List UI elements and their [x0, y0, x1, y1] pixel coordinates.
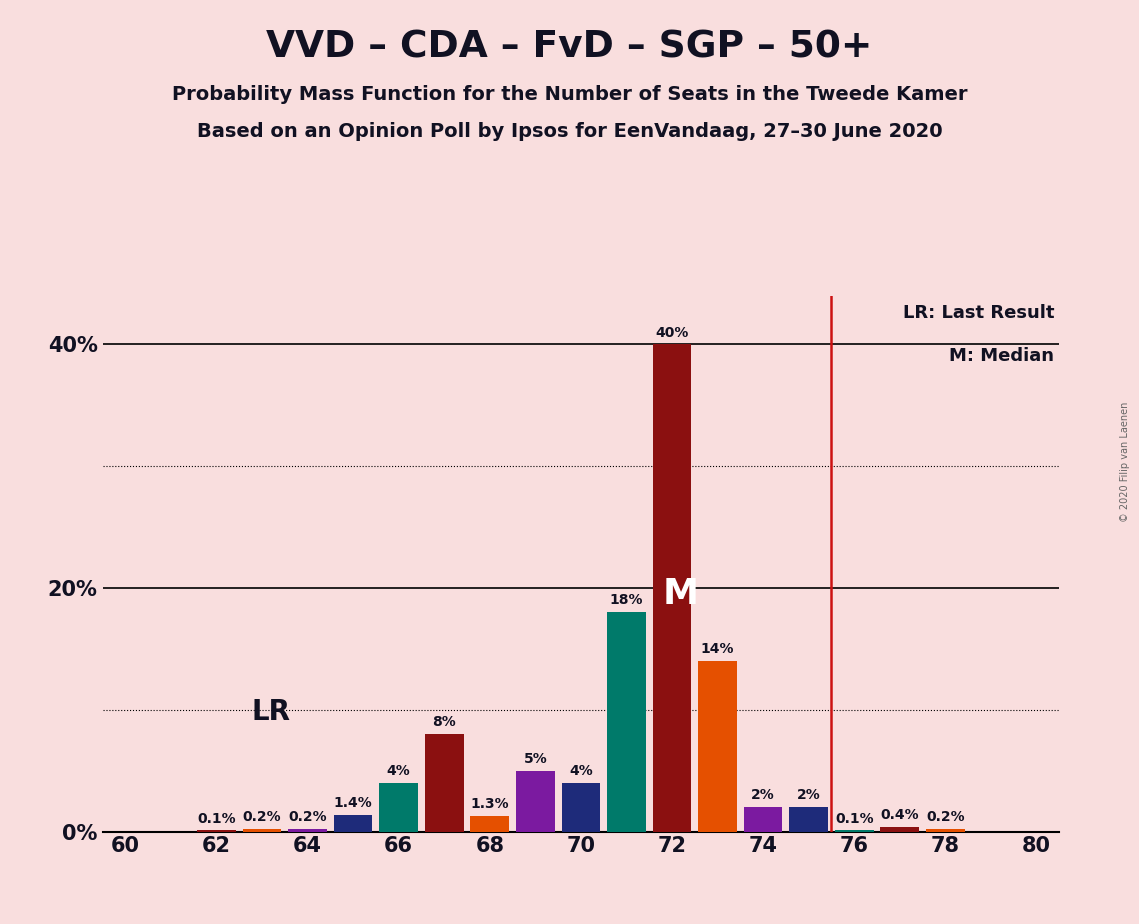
- Text: LR: Last Result: LR: Last Result: [903, 304, 1055, 322]
- Text: M: M: [663, 578, 699, 611]
- Bar: [607, 613, 646, 832]
- Bar: [197, 831, 236, 832]
- Bar: [470, 816, 509, 832]
- Text: 5%: 5%: [524, 752, 547, 766]
- Bar: [926, 829, 965, 832]
- Text: M: Median: M: Median: [950, 346, 1055, 365]
- Text: 14%: 14%: [700, 642, 735, 656]
- Bar: [744, 808, 782, 832]
- Text: 0.2%: 0.2%: [926, 810, 965, 824]
- Text: 40%: 40%: [655, 325, 689, 339]
- Text: Probability Mass Function for the Number of Seats in the Tweede Kamer: Probability Mass Function for the Number…: [172, 85, 967, 104]
- Text: 4%: 4%: [570, 764, 592, 778]
- Bar: [698, 661, 737, 832]
- Text: 2%: 2%: [797, 788, 820, 802]
- Bar: [425, 735, 464, 832]
- Text: 0.1%: 0.1%: [835, 811, 874, 825]
- Bar: [562, 783, 600, 832]
- Bar: [835, 831, 874, 832]
- Text: 1.4%: 1.4%: [334, 796, 372, 809]
- Text: 0.2%: 0.2%: [288, 810, 327, 824]
- Text: VVD – CDA – FvD – SGP – 50+: VVD – CDA – FvD – SGP – 50+: [267, 30, 872, 66]
- Text: 18%: 18%: [609, 593, 644, 607]
- Bar: [880, 827, 919, 832]
- Bar: [288, 829, 327, 832]
- Bar: [334, 815, 372, 832]
- Text: 0.1%: 0.1%: [197, 811, 236, 825]
- Bar: [243, 829, 281, 832]
- Text: 4%: 4%: [387, 764, 410, 778]
- Text: 0.2%: 0.2%: [243, 810, 281, 824]
- Bar: [653, 345, 691, 832]
- Text: © 2020 Filip van Laenen: © 2020 Filip van Laenen: [1121, 402, 1130, 522]
- Bar: [379, 783, 418, 832]
- Text: LR: LR: [252, 699, 290, 726]
- Text: 2%: 2%: [752, 788, 775, 802]
- Text: 1.3%: 1.3%: [470, 796, 509, 811]
- Bar: [789, 808, 828, 832]
- Text: 8%: 8%: [433, 715, 456, 729]
- Text: 0.4%: 0.4%: [880, 808, 919, 821]
- Text: Based on an Opinion Poll by Ipsos for EenVandaag, 27–30 June 2020: Based on an Opinion Poll by Ipsos for Ee…: [197, 122, 942, 141]
- Bar: [516, 771, 555, 832]
